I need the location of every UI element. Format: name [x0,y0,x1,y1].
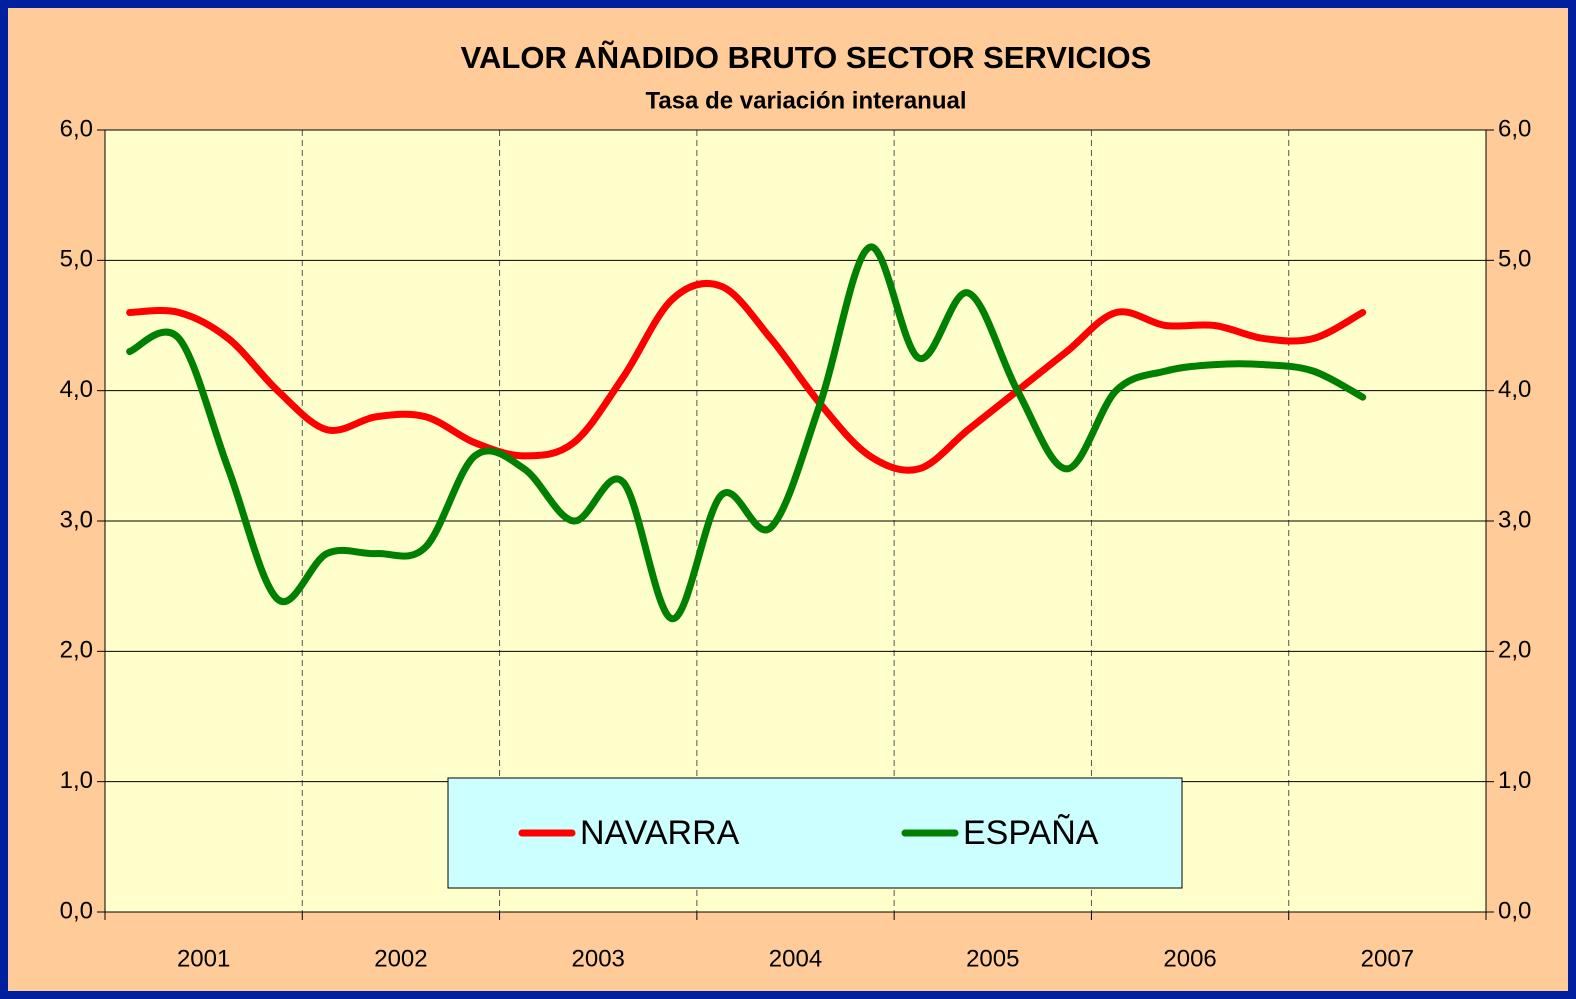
y-tick-label: 2,0 [60,637,93,664]
x-tick-label: 2005 [966,945,1019,972]
x-tick-label: 2002 [374,945,427,972]
y2-tick-label: 2,0 [1498,637,1531,664]
y2-tick-label: 6,0 [1498,115,1531,142]
legend-label: ESPAÑA [963,814,1099,852]
y2-tick-label: 5,0 [1498,246,1531,273]
y2-tick-label: 3,0 [1498,506,1531,533]
x-tick-label: 2006 [1163,945,1216,972]
legend-label: NAVARRA [580,814,740,852]
y-tick-label: 5,0 [60,246,93,273]
y2-tick-label: 0,0 [1498,897,1531,924]
y-tick-label: 3,0 [60,506,93,533]
chart-subtitle: Tasa de variación interanual [645,87,966,114]
series-line [126,243,1367,623]
chart-title: VALOR AÑADIDO BRUTO SECTOR SERVICIOS [461,40,1152,75]
x-tick-label: 2004 [769,945,822,972]
y-tick-label: 4,0 [60,376,93,403]
y2-tick-label: 1,0 [1498,767,1531,794]
x-tick-label: 2003 [572,945,625,972]
y-tick-label: 0,0 [60,897,93,924]
y-tick-label: 1,0 [60,767,93,794]
y-tick-label: 6,0 [60,115,93,142]
y2-tick-label: 4,0 [1498,376,1531,403]
x-tick-label: 2001 [177,945,230,972]
x-tick-label: 2007 [1361,945,1414,972]
series-line [126,280,1367,474]
